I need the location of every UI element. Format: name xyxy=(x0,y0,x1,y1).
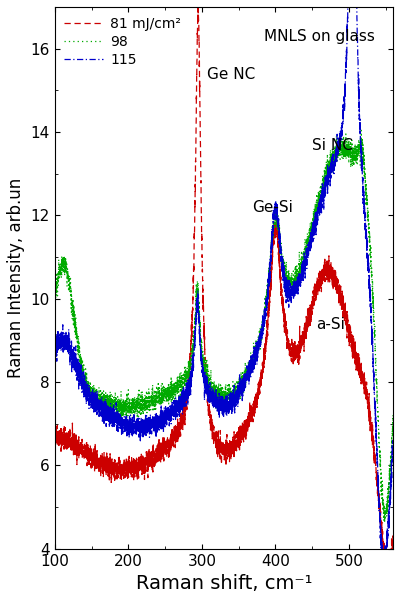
98 xyxy=(194,292,199,299)
115 xyxy=(391,444,396,451)
98 xyxy=(382,518,386,526)
98 xyxy=(364,187,368,194)
Line: 115: 115 xyxy=(55,0,393,572)
Y-axis label: Raman Intensity, arb.un: Raman Intensity, arb.un xyxy=(7,178,25,378)
115 xyxy=(364,234,368,241)
Text: a-Si: a-Si xyxy=(316,317,345,332)
98 xyxy=(298,262,303,269)
98 xyxy=(197,310,202,317)
115 xyxy=(194,304,199,311)
98 xyxy=(213,389,218,396)
81 mJ/cm² xyxy=(197,77,202,85)
81 mJ/cm² xyxy=(213,438,218,445)
115 xyxy=(382,569,387,576)
115 xyxy=(197,335,202,342)
81 mJ/cm² xyxy=(52,428,57,435)
81 mJ/cm² xyxy=(298,344,303,351)
Text: MNLS on glass: MNLS on glass xyxy=(264,29,375,44)
81 mJ/cm² xyxy=(391,539,396,546)
81 mJ/cm² xyxy=(386,575,391,582)
81 mJ/cm² xyxy=(196,1,200,8)
115 xyxy=(298,283,303,290)
81 mJ/cm² xyxy=(364,382,368,389)
98 xyxy=(359,127,364,134)
98 xyxy=(380,496,385,503)
Legend: 81 mJ/cm², 98, 115: 81 mJ/cm², 98, 115 xyxy=(62,14,184,70)
X-axis label: Raman shift, cm⁻¹: Raman shift, cm⁻¹ xyxy=(136,574,312,593)
Text: Ge NC: Ge NC xyxy=(207,67,255,82)
Line: 98: 98 xyxy=(55,130,393,522)
Line: 81 mJ/cm²: 81 mJ/cm² xyxy=(55,5,393,578)
Text: Si NC: Si NC xyxy=(312,138,353,153)
98 xyxy=(391,410,396,418)
81 mJ/cm² xyxy=(380,534,385,541)
115 xyxy=(213,393,218,400)
115 xyxy=(52,344,57,352)
98 xyxy=(52,298,57,305)
Text: Ge-Si: Ge-Si xyxy=(252,200,293,215)
81 mJ/cm² xyxy=(194,61,199,68)
115 xyxy=(380,554,385,561)
